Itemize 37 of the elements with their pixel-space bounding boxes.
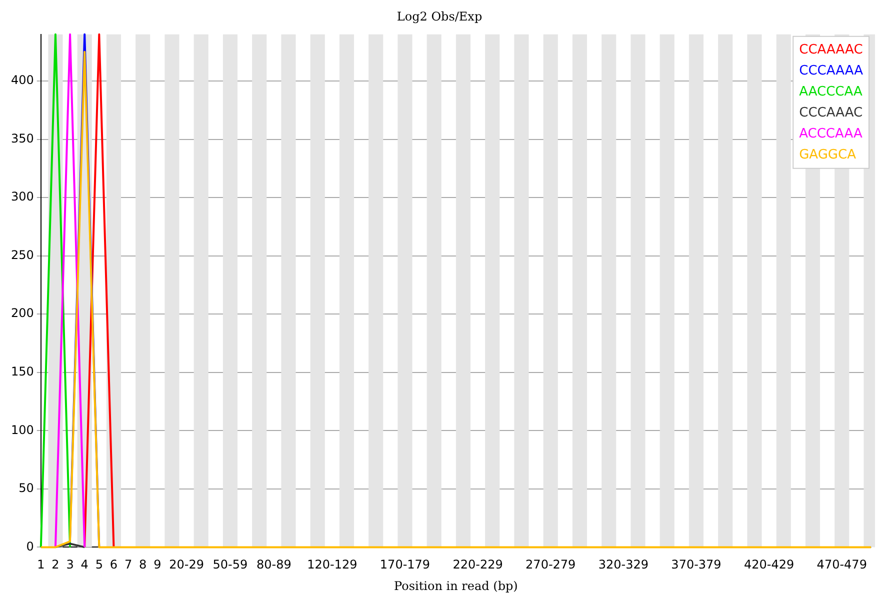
- x-tick-label: 20-29: [169, 558, 204, 572]
- text: CCAAAAC: [799, 42, 863, 58]
- x-tick-label: 8: [139, 558, 147, 572]
- y-tick-label: 250: [11, 248, 34, 262]
- y-tick-label: 0: [26, 539, 34, 554]
- text: CCCAAAA: [799, 63, 864, 78]
- x-tick-label: 420-429: [744, 558, 794, 572]
- y-tick-label: 300: [11, 190, 34, 204]
- x-tick-label: 9: [154, 558, 162, 572]
- x-tick-label: 50-59: [212, 558, 248, 572]
- x-tick-label: 270-279: [526, 558, 576, 572]
- x-axis-title: Position in read (bp): [394, 578, 518, 593]
- x-tick-label: 220-229: [452, 558, 503, 572]
- y-tick-label: 350: [11, 131, 34, 146]
- x-tick-label: 320-329: [598, 558, 648, 572]
- text: ACCCAAA: [799, 126, 863, 142]
- x-tick-label: 370-379: [671, 558, 722, 572]
- y-tick-label: 200: [11, 306, 34, 320]
- x-tick-label: 2: [52, 558, 60, 572]
- x-tick-label: 170-179: [380, 558, 430, 572]
- x-tick-label: 470-479: [816, 558, 867, 572]
- y-tick-label: 400: [11, 73, 34, 88]
- text: AACCCAA: [799, 84, 863, 100]
- x-tick-label: 80-89: [256, 558, 292, 572]
- x-tick-label: 3: [66, 558, 74, 572]
- y-tick-label: 100: [11, 422, 34, 437]
- chart-title: Log2 Obs/Exp: [396, 9, 482, 24]
- x-tick-label: 1: [37, 558, 45, 572]
- x-tick-label: 120-129: [307, 558, 358, 572]
- x-tick-label: 7: [124, 558, 132, 572]
- y-tick-label: 150: [11, 364, 34, 379]
- x-tick-label: 5: [95, 558, 103, 572]
- text: CCCAAAC: [799, 105, 863, 120]
- text: GAGGCA: [799, 147, 856, 162]
- x-tick-label: 4: [80, 558, 88, 572]
- y-tick-label: 50: [18, 481, 34, 496]
- x-tick-label: 6: [110, 558, 118, 572]
